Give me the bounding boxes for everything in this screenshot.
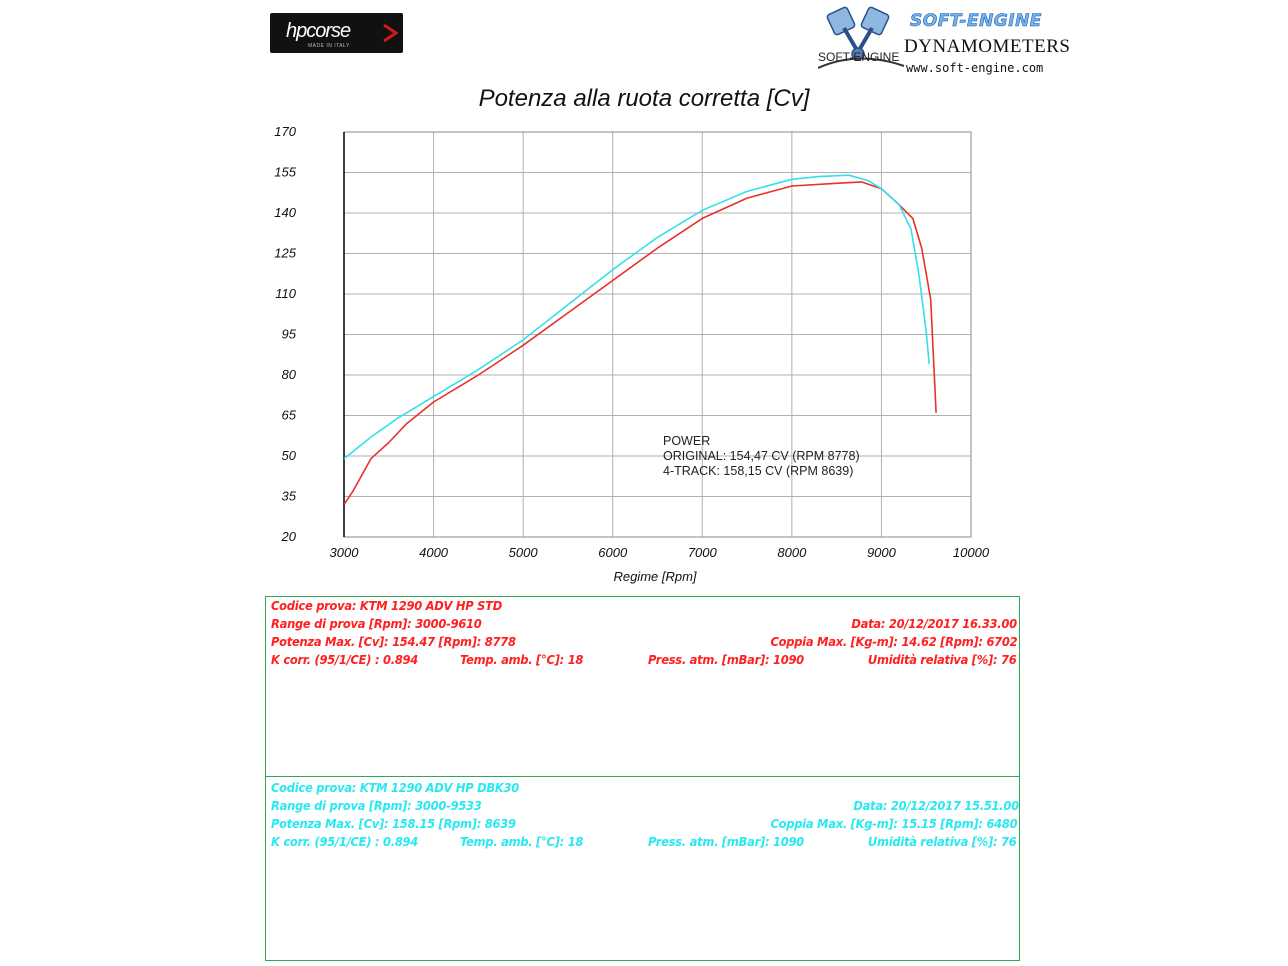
test-code: Codice prova: KTM 1290 ADV HP STD bbox=[271, 598, 502, 613]
annotation-heading: POWER bbox=[663, 434, 710, 448]
y-tick-label: 95 bbox=[282, 327, 297, 342]
annotation-original: ORIGINAL: 154,47 CV (RPM 8778) bbox=[663, 449, 860, 463]
test-max-torque: Coppia Max. [Kg-m]: 15.15 [Rpm]: 6480 bbox=[770, 816, 1017, 831]
test-max-power: Potenza Max. [Cv]: 154.47 [Rpm]: 8778 bbox=[271, 634, 516, 649]
y-tick-label: 50 bbox=[282, 448, 297, 463]
test-date: Data: 20/12/2017 15.51.00 bbox=[853, 798, 1020, 813]
x-tick-label: 7000 bbox=[688, 545, 718, 560]
series-line-original bbox=[343, 181, 937, 506]
y-tick-label: 170 bbox=[274, 124, 296, 139]
test-max-power: Potenza Max. [Cv]: 158.15 [Rpm]: 8639 bbox=[271, 816, 516, 831]
piston-icon bbox=[818, 6, 905, 69]
test-range: Range di prova [Rpm]: 3000-9533 bbox=[271, 798, 482, 813]
annotation-4track: 4-TRACK: 158,15 CV (RPM 8639) bbox=[663, 464, 853, 478]
hpcorse-wordmark: hpcorse bbox=[286, 20, 351, 42]
hpcorse-logo: hpcorse MADE IN ITALY bbox=[270, 13, 403, 53]
chevron-right-icon bbox=[383, 23, 398, 43]
soft-engine-title: SOFT-ENGINE bbox=[910, 11, 1042, 32]
test-humidity: Umidità relativa [%]: 76 bbox=[868, 834, 1017, 849]
test-pressure: Press. atm. [mBar]: 1090 bbox=[648, 652, 804, 667]
y-tick-label: 110 bbox=[275, 286, 296, 301]
y-tick-label: 35 bbox=[282, 489, 297, 504]
x-tick-label: 10000 bbox=[953, 545, 990, 560]
test-temp: Temp. amb. [°C]: 18 bbox=[460, 652, 584, 667]
test-pressure: Press. atm. [mBar]: 1090 bbox=[648, 834, 804, 849]
y-tick-label: 140 bbox=[274, 205, 296, 220]
tick-labels: 3000 4000 5000 6000 7000 8000 9000 10000 20 35 50 6… bbox=[274, 124, 990, 560]
y-tick-label: 65 bbox=[282, 408, 297, 423]
x-axis-label: Regime [Rpm] bbox=[613, 569, 696, 584]
test-code: Codice prova: KTM 1290 ADV HP DBK30 bbox=[271, 780, 519, 795]
test-info-original: Codice prova: KTM 1290 ADV HP STD Range … bbox=[265, 596, 1020, 777]
test-humidity: Umidità relativa [%]: 76 bbox=[868, 652, 1017, 667]
test-max-torque: Coppia Max. [Kg-m]: 14.62 [Rpm]: 6702 bbox=[770, 634, 1017, 649]
y-tick-label: 20 bbox=[281, 529, 297, 544]
soft-engine-subtitle: DYNAMOMETERS bbox=[904, 36, 1071, 57]
x-tick-label: 4000 bbox=[419, 545, 449, 560]
x-tick-label: 6000 bbox=[598, 545, 628, 560]
test-date: Data: 20/12/2017 16.33.00 bbox=[851, 616, 1018, 631]
x-tick-label: 3000 bbox=[330, 545, 360, 560]
soft-engine-mark: SOFT-ENGINE bbox=[818, 50, 900, 64]
x-tick-label: 5000 bbox=[509, 545, 539, 560]
power-chart: 3000 4000 5000 6000 7000 8000 9000 10000 20 35 50 6… bbox=[274, 124, 990, 584]
test-range: Range di prova [Rpm]: 3000-9610 bbox=[271, 616, 482, 631]
hpcorse-tagline: MADE IN ITALY bbox=[308, 43, 350, 49]
power-annotation: POWER ORIGINAL: 154,47 CV (RPM 8778) 4-T… bbox=[663, 434, 860, 478]
series bbox=[343, 174, 937, 506]
test-k-corr: K corr. (95/1/CE) : 0.894 bbox=[271, 652, 419, 667]
x-tick-label: 8000 bbox=[777, 545, 807, 560]
series-line-4-track bbox=[343, 174, 930, 460]
soft-engine-url: www.soft-engine.com bbox=[906, 61, 1044, 75]
test-k-corr: K corr. (95/1/CE) : 0.894 bbox=[271, 834, 419, 849]
y-tick-label: 80 bbox=[282, 367, 297, 382]
grid bbox=[343, 131, 972, 538]
x-tick-label: 9000 bbox=[867, 545, 897, 560]
test-temp: Temp. amb. [°C]: 18 bbox=[460, 834, 584, 849]
chart-title: Potenza alla ruota corretta [Cv] bbox=[478, 85, 810, 112]
y-tick-label: 125 bbox=[274, 246, 296, 261]
y-tick-label: 155 bbox=[274, 165, 296, 180]
test-info-4track: Codice prova: KTM 1290 ADV HP DBK30 Rang… bbox=[265, 776, 1020, 961]
